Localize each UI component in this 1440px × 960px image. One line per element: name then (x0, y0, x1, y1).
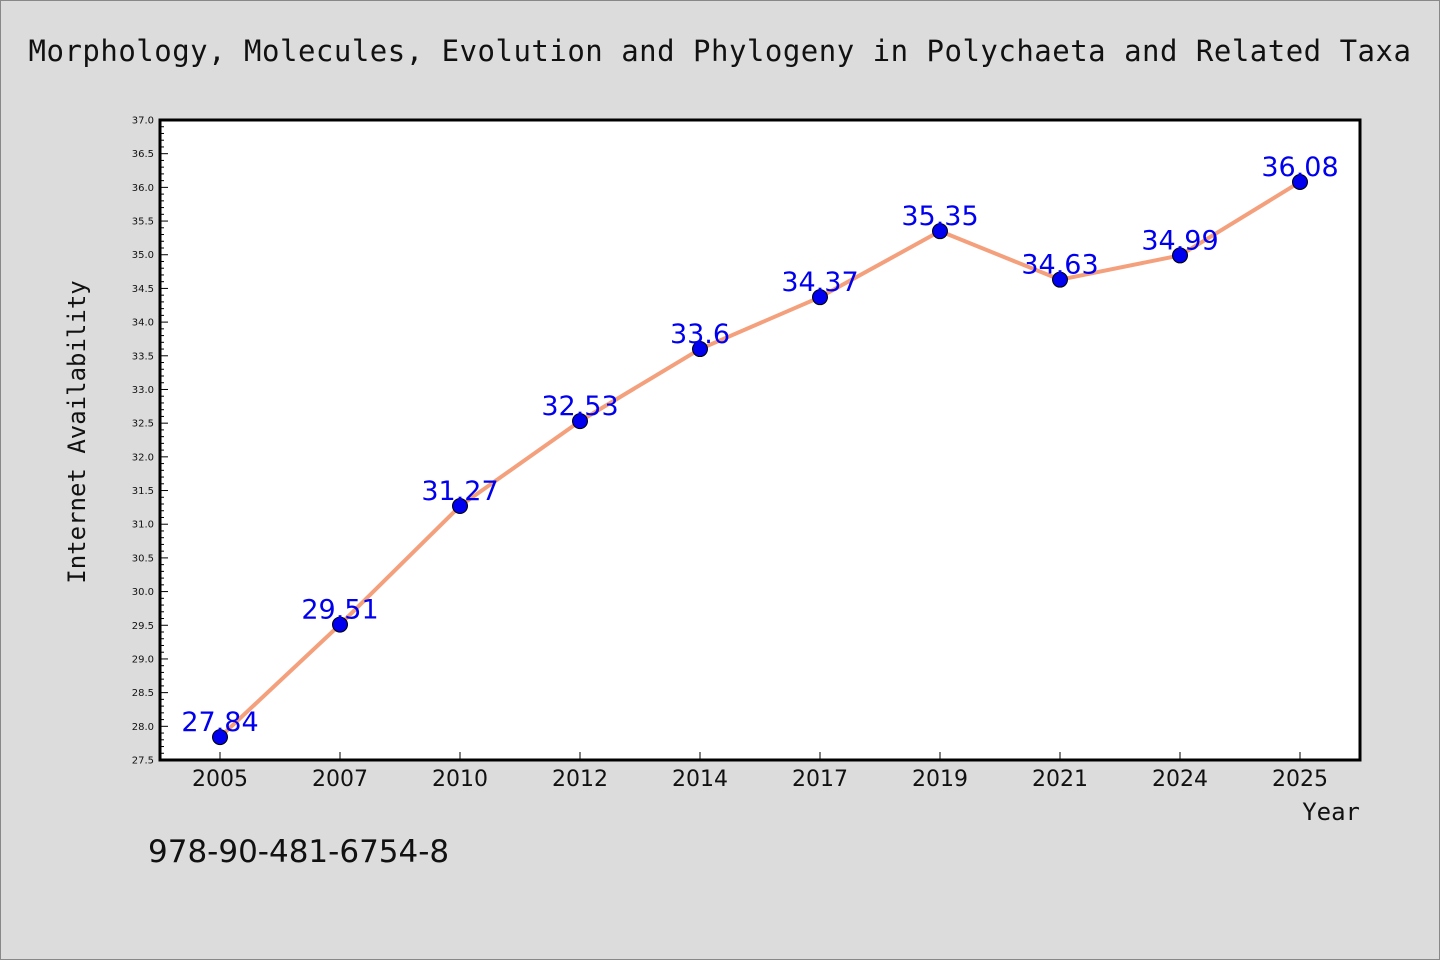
x-tick-label: 2024 (1152, 767, 1208, 792)
y-axis-label: Internet Availability (63, 280, 91, 583)
x-tick-label: 2021 (1032, 767, 1088, 792)
series: 27.84 29.51 31.27 32.53 33.6 34.37 35.35 34.63 3… (181, 152, 1339, 746)
chart-title: Morphology, Molecules, Evolution and Phy… (28, 34, 1412, 68)
y-tick-label: 35.0 (132, 250, 154, 261)
x-tick-label: 2010 (432, 767, 488, 792)
y-tick-label: 29.0 (132, 654, 154, 665)
y-tick-label: 35.5 (132, 217, 154, 228)
y-tick-label: 34.0 (132, 318, 154, 329)
y-tick-label: 37.0 (132, 116, 154, 127)
data-point (812, 289, 828, 306)
data-label: 31.27 (421, 476, 498, 507)
data-point (1172, 247, 1188, 264)
x-tick-label: 2025 (1272, 767, 1328, 792)
data-label: 29.51 (301, 595, 378, 626)
data-point (1052, 271, 1068, 288)
data-label: 27.84 (181, 707, 258, 738)
data-point (572, 413, 588, 430)
y-tick-label: 29.5 (132, 621, 154, 632)
data-label: 33.6 (670, 319, 730, 350)
data-label: 36.08 (1261, 152, 1338, 183)
data-point (1292, 173, 1308, 190)
y-tick-label: 33.0 (132, 385, 154, 396)
series-line (218, 179, 1302, 740)
y-axis: 27.5 28.0 28.5 29.0 29.5 30.0 30.5 31.0 31.5 32.0… (132, 116, 168, 767)
plot-area (158, 118, 1362, 762)
y-tick-label: 32.5 (132, 419, 154, 430)
x-tick-label: 2019 (912, 767, 968, 792)
y-tick-label: 28.0 (132, 722, 154, 733)
data-point (692, 341, 708, 358)
data-label: 34.63 (1021, 250, 1098, 281)
data-label: 32.53 (541, 391, 618, 422)
data-point (332, 616, 348, 633)
data-point (212, 729, 228, 746)
x-tick-label: 2017 (792, 767, 848, 792)
x-tick-label: 2012 (552, 767, 608, 792)
y-tick-label: 33.5 (132, 351, 154, 362)
data-label: 34.37 (781, 267, 858, 298)
x-tick-label: 2005 (192, 767, 248, 792)
x-tick-label: 2007 (312, 767, 368, 792)
data-point (452, 498, 468, 515)
isbn-text: 978-90-481-6754-8 (148, 834, 450, 870)
y-tick-label: 31.0 (132, 520, 154, 531)
y-tick-label: 31.5 (132, 486, 154, 497)
x-axis: 2005 2007 2010 2012 2014 2017 2019 2021 2024 2025 (192, 752, 1328, 792)
y-tick-label: 36.5 (132, 149, 154, 160)
data-point (932, 223, 948, 240)
x-axis-label: Year (1302, 798, 1360, 826)
y-tick-label: 30.5 (132, 553, 154, 564)
y-tick-label: 27.5 (132, 756, 154, 767)
x-tick-label: 2014 (672, 767, 728, 792)
data-label: 34.99 (1141, 225, 1218, 256)
data-label: 35.35 (901, 201, 978, 232)
y-tick-label: 28.5 (132, 688, 154, 699)
y-tick-label: 30.0 (132, 587, 154, 598)
y-tick-label: 36.0 (132, 183, 154, 194)
y-tick-label: 32.0 (132, 452, 154, 463)
y-tick-label: 34.5 (132, 284, 154, 295)
